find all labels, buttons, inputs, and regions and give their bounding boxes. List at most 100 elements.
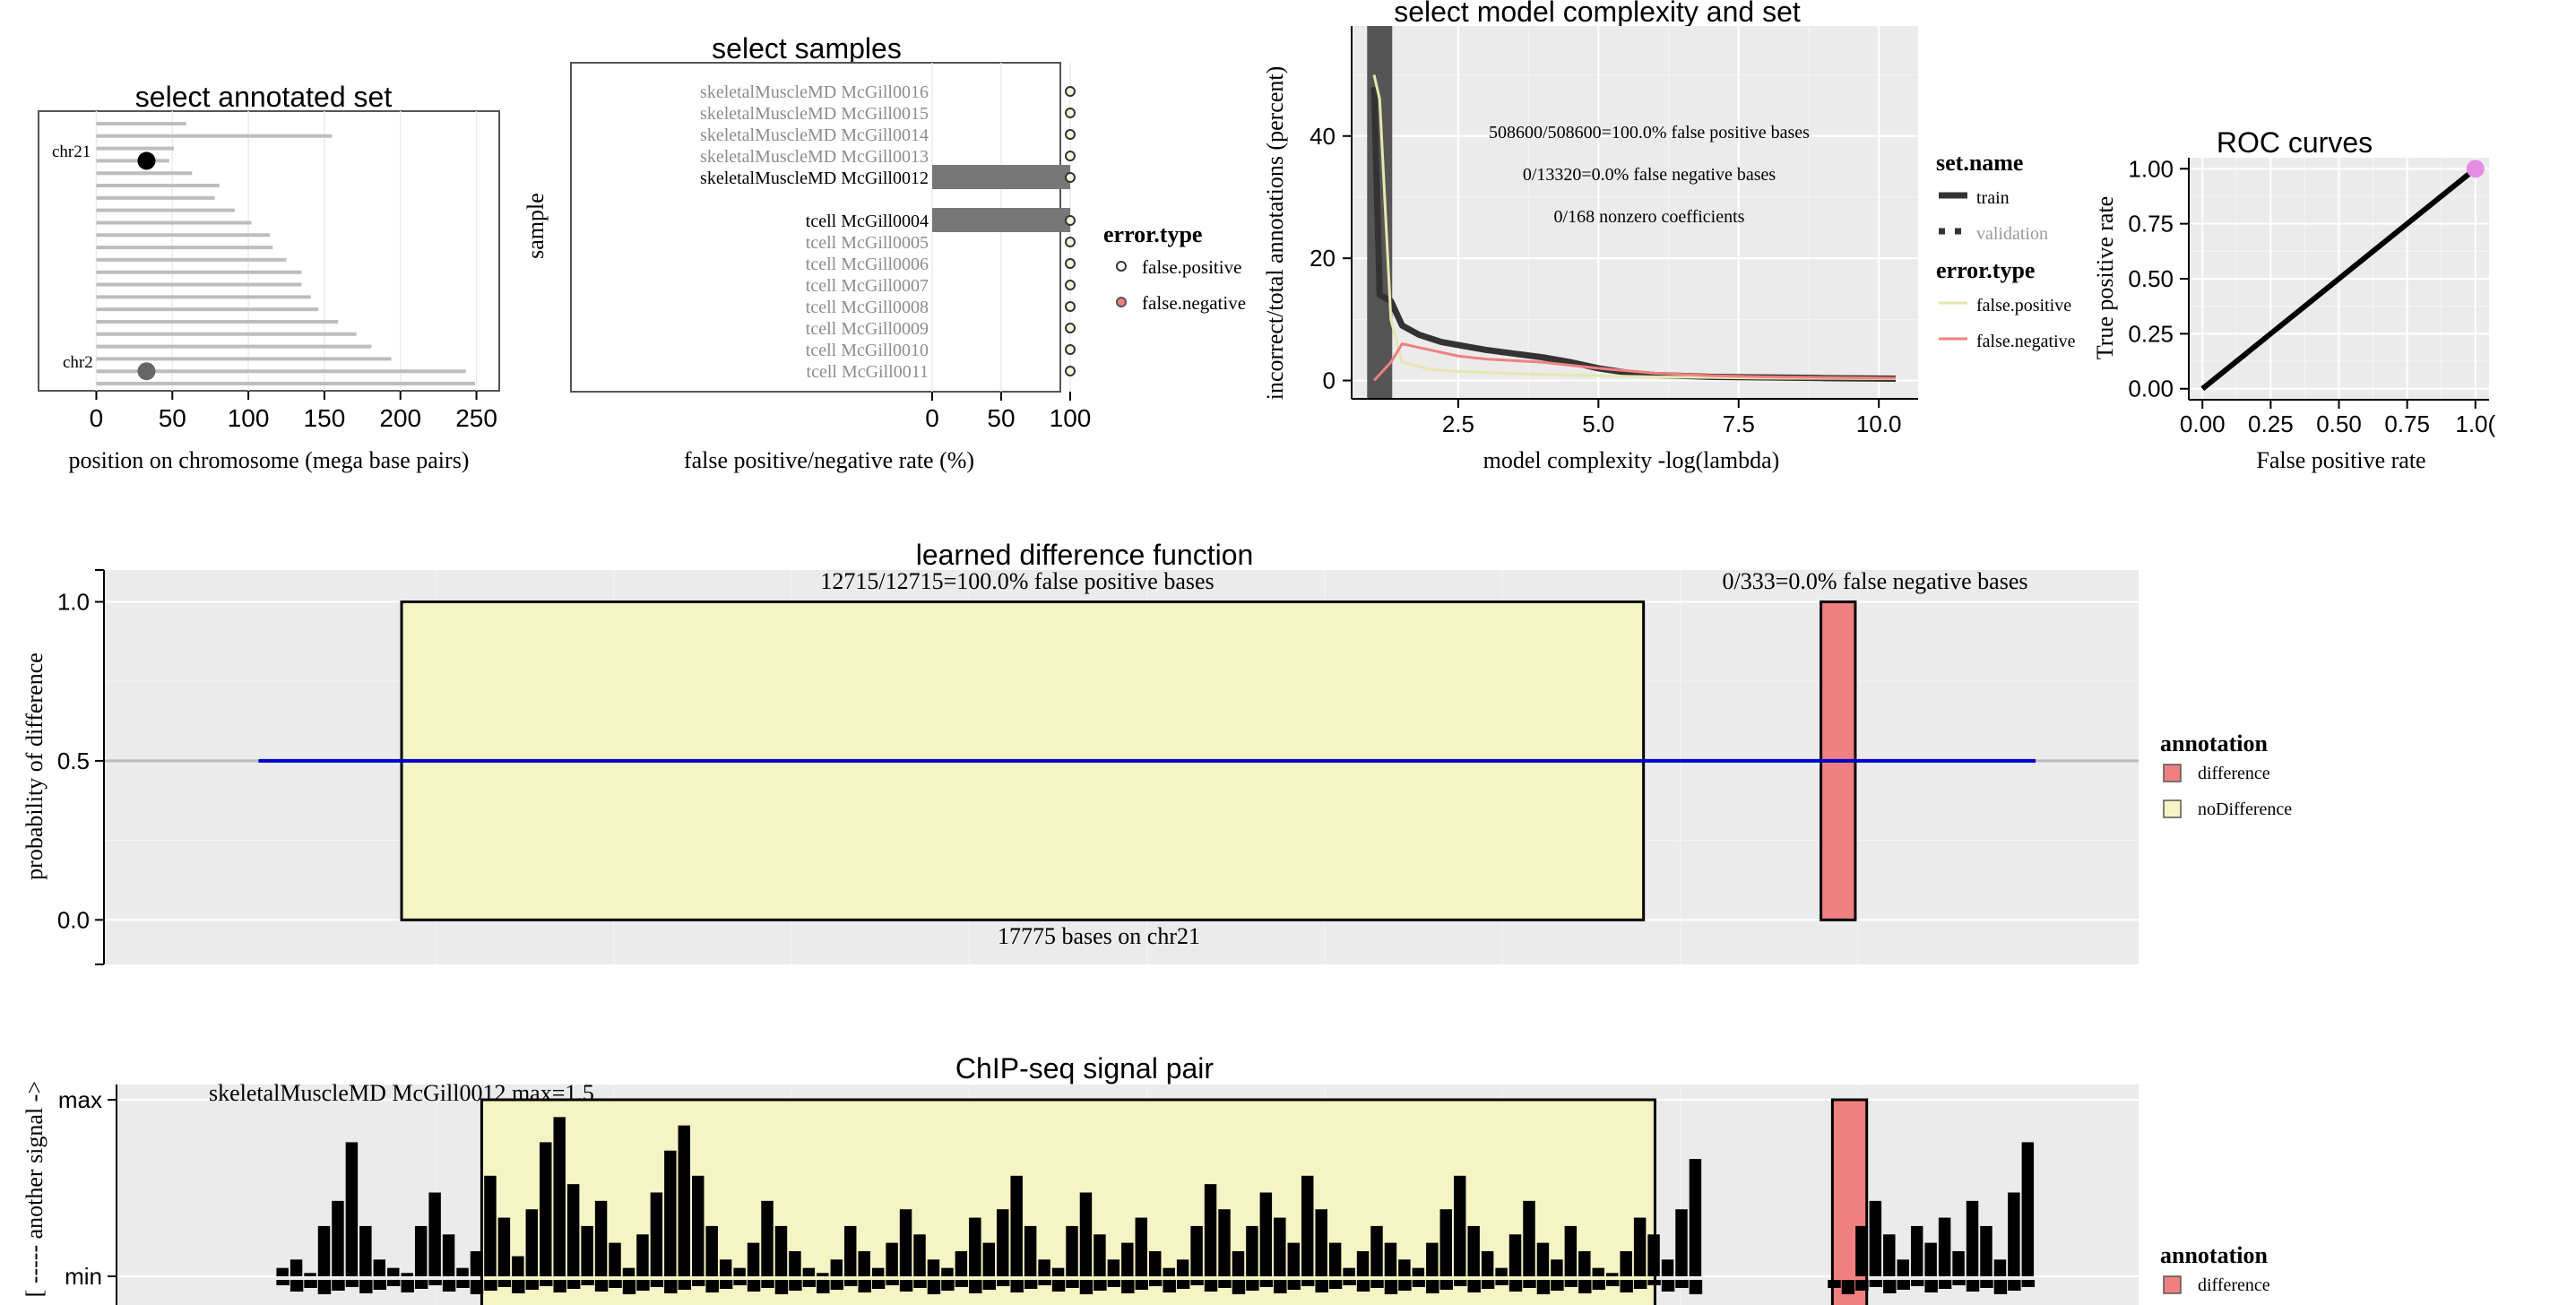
roc-y-tick-label: 0.25 — [2128, 320, 2174, 347]
sample-rate-point — [1065, 344, 1076, 355]
signal-bar-upper — [705, 1225, 718, 1276]
signal-bar-lower — [1675, 1280, 1689, 1288]
signal-bar-upper — [1121, 1242, 1134, 1276]
samples-title: select samples — [712, 32, 902, 65]
annotated-set-points[interactable] — [137, 151, 156, 381]
sample-rate-point — [1065, 301, 1076, 312]
signal-bar-lower — [997, 1280, 1010, 1286]
signal-bar-upper — [1038, 1259, 1050, 1276]
signal-bar-lower — [1107, 1280, 1121, 1287]
signal-bar-lower — [1356, 1280, 1370, 1292]
sample-label: skeletalMuscleMD McGill0014 — [700, 125, 929, 145]
sample-rate-point — [1065, 237, 1076, 247]
roc-current-point[interactable] — [2466, 160, 2485, 178]
sample-label: tcell McGill0007 — [806, 276, 929, 296]
signal-bar-lower — [540, 1280, 553, 1286]
sample-rate-point — [1065, 280, 1076, 290]
signal-bar-lower — [1841, 1280, 1855, 1294]
signal-bar-lower — [401, 1280, 414, 1292]
signal-bar-lower — [1051, 1280, 1066, 1292]
signal-bar-lower — [1066, 1280, 1079, 1288]
signal-bar-upper — [1426, 1242, 1439, 1276]
signal-bar-lower — [1966, 1280, 1980, 1292]
signal-bar-upper — [636, 1234, 649, 1276]
sample-rate-point — [1065, 258, 1076, 269]
signal-bar-upper — [1370, 1225, 1383, 1276]
sample-label: tcell McGill0008 — [806, 298, 929, 317]
signal-bar-upper — [1481, 1250, 1494, 1276]
signal-bar-lower — [774, 1280, 789, 1294]
signal-bar-lower — [525, 1280, 540, 1290]
signal-bar-lower — [1343, 1280, 1356, 1285]
complexity-series-lines[interactable] — [1370, 74, 1896, 382]
signal-bar-lower — [1426, 1280, 1439, 1293]
signal-bar-upper — [1246, 1225, 1258, 1276]
roc-x-tick-label: 0.00 — [2180, 411, 2226, 437]
signal-bar-lower — [844, 1280, 858, 1286]
signal-bar-upper — [470, 1250, 483, 1276]
signal-bars — [276, 1117, 2036, 1294]
signal-bar-lower — [1938, 1280, 1952, 1289]
chromosome-label-chr21: chr21 — [52, 143, 91, 161]
signal-bar-lower — [1523, 1280, 1536, 1288]
annotated-set-chromosome-bars[interactable] — [96, 122, 475, 385]
signal-bar-lower — [941, 1280, 955, 1291]
samples-legend-title: error.type — [1103, 221, 1202, 247]
signal-bar-lower — [1370, 1280, 1384, 1288]
signal-bar-lower — [1176, 1280, 1190, 1289]
difference-y-label: probability of difference — [22, 652, 48, 880]
annotated-region-point-chr21 — [137, 151, 156, 170]
signal-bar-upper — [1508, 1234, 1522, 1276]
signal-bar-upper — [359, 1225, 372, 1276]
signal-bar-upper — [955, 1250, 968, 1276]
difference-top-left-text: 12715/12715=100.0% false positive bases — [820, 568, 1214, 594]
roc-x-tick-label: 0.75 — [2384, 411, 2430, 437]
signal-bar-lower — [1301, 1280, 1315, 1286]
samples-y-label: sample — [523, 193, 549, 259]
signal-bar-upper — [1551, 1259, 1563, 1276]
signal-bar-upper — [1149, 1250, 1162, 1276]
signal-bar-upper — [456, 1267, 469, 1276]
complexity-title: select model complexity and set — [1394, 0, 1801, 28]
difference-legend-nodifference-label: noDifference — [2198, 799, 2292, 819]
difference-title: learned difference function — [916, 539, 1254, 571]
annotated-region-point-chr2 — [137, 362, 156, 381]
signal-bar-lower — [581, 1280, 594, 1285]
signal-bar-lower — [650, 1280, 664, 1287]
samples-legend-false-negative-key — [1116, 297, 1127, 307]
signal-bar-upper — [1467, 1225, 1480, 1276]
complexity-y-tick-label: 0 — [1323, 367, 1336, 394]
signal-bar-upper — [1993, 1259, 2007, 1276]
annotated-set-x-axis: 0 50 100 150 200 250 — [90, 391, 497, 432]
signal-bar-lower — [497, 1280, 512, 1287]
signal-bar-lower — [1605, 1280, 1620, 1286]
signal-bar-lower — [789, 1280, 802, 1291]
samples-legend-false-negative-label: false.negative — [1142, 292, 1246, 314]
roc-title: ROC curves — [2217, 126, 2373, 159]
signal-bar-upper — [1135, 1217, 1148, 1276]
sample-label: tcell McGill0005 — [806, 233, 929, 253]
annotated-set-plot-area — [38, 110, 500, 392]
signal-bar-lower — [594, 1280, 609, 1292]
signal-bar-lower — [1412, 1280, 1426, 1287]
signal-bar-lower — [1204, 1280, 1218, 1292]
complexity-legend-false-negative-label: false.negative — [1976, 332, 2076, 351]
samples-rows[interactable]: skeletalMuscleMD McGill0016skeletalMuscl… — [700, 82, 1076, 382]
signal-bar-upper — [540, 1142, 552, 1276]
signal-bar-lower — [553, 1280, 566, 1292]
signal-bar-lower — [719, 1280, 733, 1289]
difference-bottom-text: 17775 bases on chr21 — [998, 923, 1200, 949]
annotated-set-grid — [95, 111, 478, 391]
signal-bar-upper — [345, 1142, 359, 1276]
signal-bar-lower — [678, 1280, 692, 1290]
complexity-annotation-false-negative: 0/13320=0.0% false negative bases — [1523, 165, 1776, 185]
sample-selected-bar — [932, 165, 1070, 189]
signal-bar-upper — [1980, 1225, 1993, 1276]
roc-y-tick-label: 0.75 — [2128, 211, 2174, 238]
signal-bar-lower — [1564, 1280, 1578, 1287]
sample-rate-point — [1065, 108, 1076, 118]
signal-bar-lower — [1232, 1280, 1246, 1294]
complexity-x-tick-label: 10.0 — [1856, 411, 1902, 437]
signal-bar-lower — [1094, 1280, 1107, 1291]
signal-bar-upper — [1592, 1267, 1604, 1276]
